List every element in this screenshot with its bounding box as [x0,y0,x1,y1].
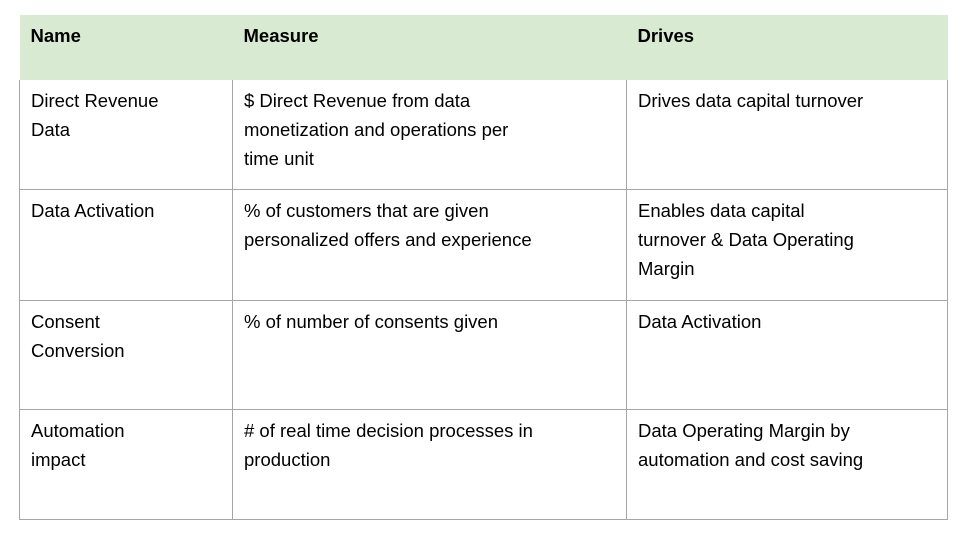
cell-measure: # of real time decision processes in pro… [232,408,627,520]
header-row: Name Measure Drives [19,15,948,80]
table-row: Consent Conversion % of number of consen… [19,299,948,410]
cell-measure: % of number of consents given [232,299,627,410]
column-header-drives: Drives [626,15,948,80]
cell-name: Automation impact [19,408,233,520]
table-header: Name Measure Drives [19,15,948,80]
cell-name: Direct Revenue Data [19,80,233,190]
table-row: Automation impact # of real time decisio… [19,408,948,520]
kpi-table: Name Measure Drives Direct Revenue Data … [19,15,948,520]
cell-drives: Drives data capital turnover [626,80,948,190]
cell-drives: Enables data capital turnover & Data Ope… [626,188,948,301]
cell-drives: Data Operating Margin by automation and … [626,408,948,520]
column-header-measure: Measure [232,15,627,80]
kpi-table-container: Name Measure Drives Direct Revenue Data … [19,15,948,520]
table-body: Direct Revenue Data $ Direct Revenue fro… [19,80,948,520]
table-row: Data Activation % of customers that are … [19,188,948,301]
cell-drives: Data Activation [626,299,948,410]
table-row: Direct Revenue Data $ Direct Revenue fro… [19,80,948,190]
cell-name: Data Activation [19,188,233,301]
cell-name: Consent Conversion [19,299,233,410]
cell-measure: $ Direct Revenue from data monetization … [232,80,627,190]
column-header-name: Name [19,15,233,80]
cell-measure: % of customers that are given personaliz… [232,188,627,301]
